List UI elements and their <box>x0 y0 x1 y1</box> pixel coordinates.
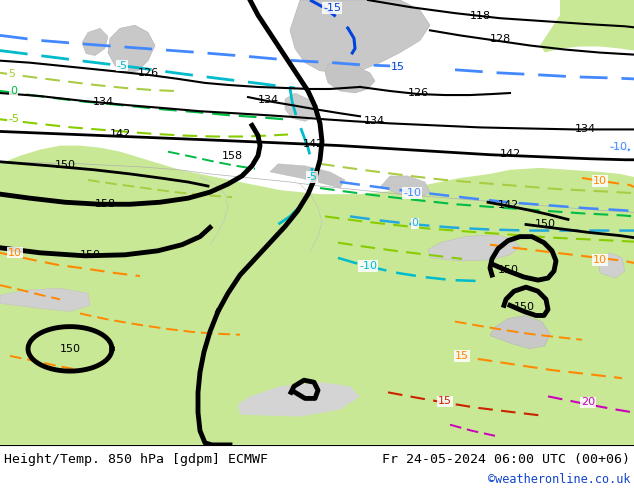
Text: -5: -5 <box>8 114 19 124</box>
Text: 15: 15 <box>391 62 405 72</box>
Text: 10: 10 <box>8 248 22 258</box>
Text: 134: 134 <box>363 116 385 126</box>
Text: 10: 10 <box>593 255 607 265</box>
Text: 10: 10 <box>593 176 607 186</box>
Text: 150: 150 <box>498 265 519 275</box>
Polygon shape <box>0 146 634 445</box>
Text: 15: 15 <box>455 351 469 361</box>
Text: 5: 5 <box>8 69 15 79</box>
Polygon shape <box>238 382 360 416</box>
Text: 150: 150 <box>514 302 534 313</box>
Text: 150: 150 <box>534 220 555 229</box>
Text: -10: -10 <box>609 142 627 151</box>
Text: 142: 142 <box>110 129 131 140</box>
Text: 118: 118 <box>469 11 491 21</box>
Polygon shape <box>285 93 318 122</box>
Text: Height/Temp. 850 hPa [gdpm] ECMWF: Height/Temp. 850 hPa [gdpm] ECMWF <box>4 453 268 466</box>
Polygon shape <box>270 164 345 188</box>
Text: -5: -5 <box>306 172 318 182</box>
Polygon shape <box>490 316 550 349</box>
Text: -10: -10 <box>403 188 421 198</box>
Polygon shape <box>82 28 108 56</box>
Text: 15: 15 <box>438 396 452 406</box>
Text: 0: 0 <box>411 219 418 228</box>
Text: Fr 24-05-2024 06:00 UTC (00+06): Fr 24-05-2024 06:00 UTC (00+06) <box>382 453 630 466</box>
Text: 20: 20 <box>581 397 595 408</box>
Polygon shape <box>598 253 625 278</box>
Polygon shape <box>380 176 430 198</box>
Polygon shape <box>108 25 155 73</box>
Text: 150: 150 <box>55 160 75 170</box>
Text: 158: 158 <box>94 199 115 209</box>
Text: 126: 126 <box>138 68 158 78</box>
Polygon shape <box>575 0 634 30</box>
Text: 150: 150 <box>60 344 81 354</box>
Text: 142: 142 <box>302 139 323 148</box>
Polygon shape <box>0 288 90 312</box>
Polygon shape <box>290 0 430 73</box>
Text: 134: 134 <box>574 124 595 134</box>
Text: 158: 158 <box>221 151 243 161</box>
Text: 142: 142 <box>500 148 521 159</box>
Text: 0: 0 <box>10 86 17 96</box>
Text: 134: 134 <box>93 97 113 107</box>
Text: 128: 128 <box>489 34 510 45</box>
Text: 134: 134 <box>257 95 278 105</box>
Text: 126: 126 <box>408 88 429 98</box>
Text: -5: -5 <box>117 61 127 71</box>
Polygon shape <box>325 61 375 93</box>
Text: -15: -15 <box>323 3 341 13</box>
Text: 142: 142 <box>498 200 519 210</box>
Text: 150: 150 <box>79 250 101 260</box>
Text: ©weatheronline.co.uk: ©weatheronline.co.uk <box>488 473 630 487</box>
Polygon shape <box>540 0 634 52</box>
Text: -10: -10 <box>359 261 377 271</box>
Polygon shape <box>428 235 520 261</box>
